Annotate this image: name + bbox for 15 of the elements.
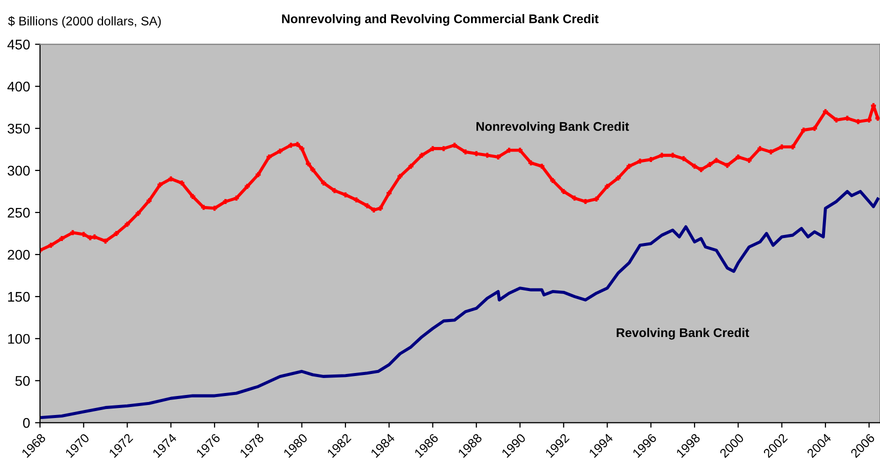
y-tick-label: 250: [8, 208, 30, 218]
y-axis-title: $ Billions (2000 dollars, SA): [8, 16, 161, 28]
y-tick-label: 300: [8, 166, 30, 176]
y-tick-label: 350: [8, 124, 30, 134]
y-tick-label: 0: [23, 418, 30, 428]
y-tick-label: 400: [7, 82, 30, 92]
annotation: Revolving Bank Credit: [616, 328, 750, 340]
annotation: Nonrevolving Bank Credit: [476, 122, 629, 134]
y-tick-label: 100: [8, 334, 30, 344]
y-tick-label: 200: [8, 250, 30, 260]
y-tick-label: 450: [7, 40, 30, 50]
y-tick-label: 150: [8, 292, 30, 302]
y-tick-label: 50: [15, 376, 30, 386]
chart-title: Nonrevolving and Revolving Commercial Bank Credit: [282, 14, 599, 26]
line-series: [40, 190, 880, 420]
